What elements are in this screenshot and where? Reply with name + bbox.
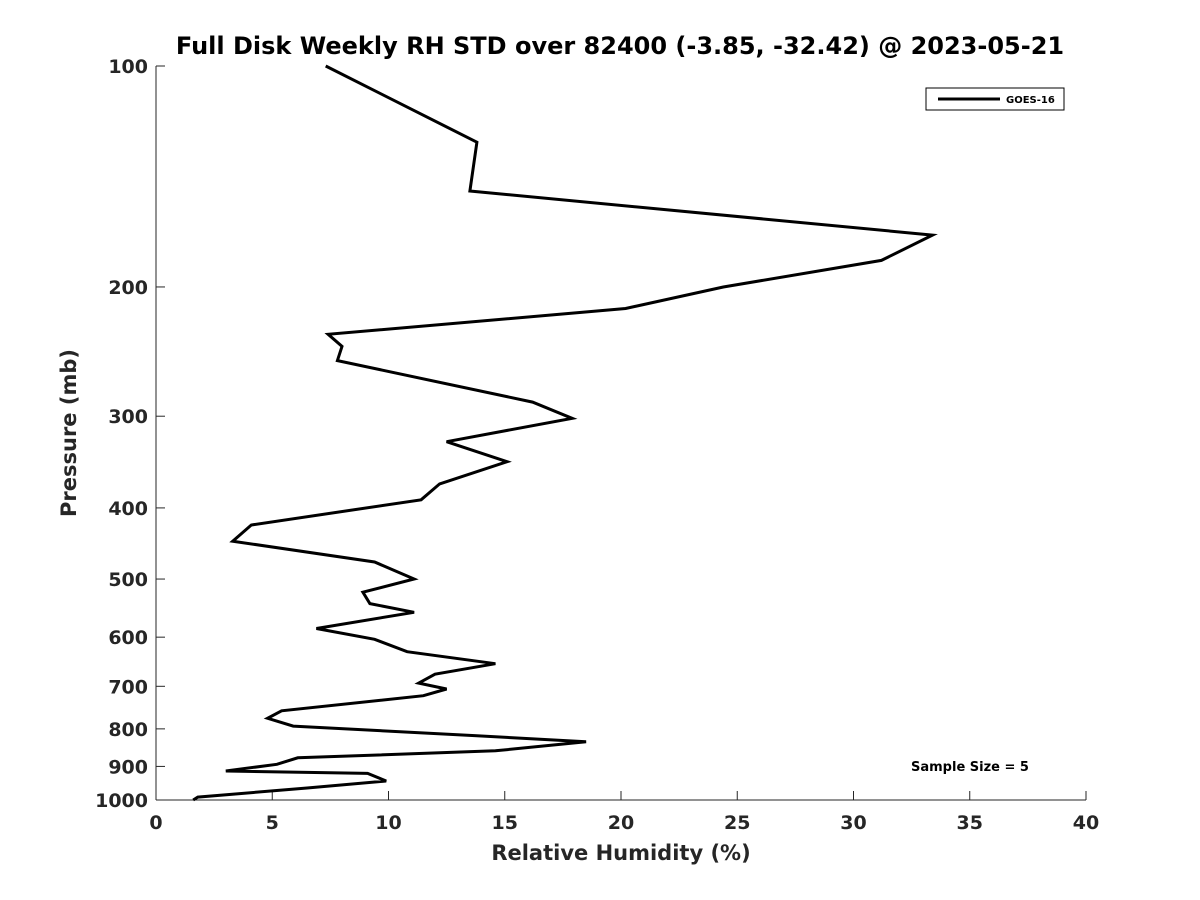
- x-tick-label: 35: [957, 812, 983, 834]
- legend: GOES-16: [925, 87, 1065, 111]
- sample-size-annotation: Sample Size = 5: [911, 760, 1029, 775]
- series-line-goes-16: [192, 64, 938, 802]
- legend-label: GOES-16: [1006, 95, 1055, 106]
- y-tick-label: 200: [108, 277, 148, 299]
- x-tick-label: 0: [149, 812, 162, 834]
- series-group: [192, 64, 938, 802]
- x-tick-label: 40: [1073, 812, 1099, 834]
- x-tick-label: 30: [840, 812, 866, 834]
- y-axis-label: Pressure (mb): [57, 349, 81, 517]
- y-tick-label: 700: [108, 676, 148, 698]
- y-tick-label: 800: [108, 719, 148, 741]
- x-tick-label: 20: [608, 812, 634, 834]
- axes: [155, 66, 1086, 801]
- y-tick-label: 300: [108, 406, 148, 428]
- y-tick-label: 900: [108, 756, 148, 778]
- y-tick-label: 400: [108, 498, 148, 520]
- y-tick-label: 100: [108, 56, 148, 78]
- chart-title: Full Disk Weekly RH STD over 82400 (-3.8…: [176, 32, 1064, 60]
- x-axis-label: Relative Humidity (%): [491, 841, 750, 865]
- y-tick-label: 1000: [95, 790, 148, 812]
- y-ticks: 100 200 300 400 500 600 700 800 900 1000: [95, 56, 165, 812]
- x-tick-label: 10: [375, 812, 401, 834]
- x-tick-label: 15: [492, 812, 518, 834]
- x-tick-label: 25: [724, 812, 750, 834]
- y-tick-label: 600: [108, 627, 148, 649]
- y-tick-label: 500: [108, 569, 148, 591]
- x-tick-label: 5: [266, 812, 279, 834]
- x-ticks: 0 5 10 15 20 25 30 35 40: [149, 791, 1099, 834]
